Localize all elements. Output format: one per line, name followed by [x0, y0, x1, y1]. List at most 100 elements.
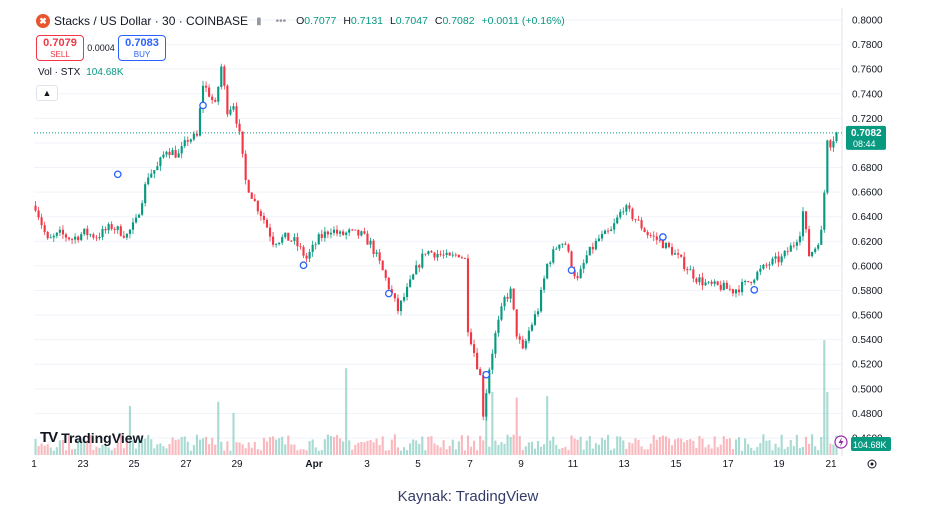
price-tick-label: 0.5600 [852, 311, 883, 322]
volume-bar [795, 434, 798, 455]
candle-body [80, 234, 83, 241]
candle-body [457, 254, 460, 258]
candle-body [521, 339, 524, 349]
time-tick-label: 15 [670, 459, 682, 470]
volume-legend-value: 104.68K [86, 67, 124, 78]
volume-bar [418, 443, 421, 455]
volume-bar [329, 435, 332, 455]
candle-body [247, 180, 250, 193]
symbol-title[interactable]: Stacks / US Dollar · 30 · COINBASE [54, 14, 249, 28]
volume-bar [546, 396, 549, 455]
event-marker-icon [299, 261, 308, 270]
volume-bar [728, 438, 731, 455]
candle-body [701, 277, 704, 286]
low-value: 0.7047 [395, 15, 428, 27]
candle-body [189, 139, 192, 142]
volume-bar [339, 438, 342, 455]
candle-body [643, 228, 646, 233]
volume-bar [64, 450, 68, 455]
volume-bar [463, 450, 466, 455]
time-tick-label: 5 [415, 459, 421, 470]
candle-body [488, 369, 491, 394]
candle-body [619, 211, 622, 218]
volume-bar [412, 439, 415, 455]
event-marker-icon [482, 370, 491, 379]
volume-bar [67, 435, 71, 455]
candle-body [448, 252, 451, 256]
candle-body [549, 262, 552, 264]
volume-bar [98, 448, 101, 455]
candle-body [372, 240, 375, 254]
time-tick-label: 9 [518, 459, 524, 470]
candle-body [342, 231, 345, 235]
candle-body [214, 99, 217, 102]
candle-body [174, 150, 177, 158]
volume-bar [89, 435, 92, 455]
volume-bar [424, 450, 427, 455]
candle-body [500, 306, 503, 320]
candle-body [293, 237, 296, 241]
candle-body [829, 140, 832, 148]
sell-button[interactable]: 0.7079 SELL [36, 35, 84, 61]
high-value: 0.7131 [350, 15, 384, 27]
volume-bar [762, 434, 765, 455]
volume-bar [430, 436, 433, 455]
more-dots-icon[interactable]: ••• [275, 15, 287, 27]
price-axis[interactable]: 0.80000.78000.76000.74000.72000.70000.68… [852, 16, 883, 445]
volume-bar [141, 439, 144, 455]
volume-bar [396, 447, 399, 455]
candle-body [515, 309, 518, 337]
volume-bar [409, 443, 412, 455]
candle-body [482, 375, 485, 417]
candle-body [119, 226, 122, 236]
candle-body [156, 166, 159, 171]
volume-bar [646, 449, 649, 455]
settings-icon[interactable] [867, 459, 877, 469]
volume-bar [95, 446, 98, 455]
volume-bar [476, 450, 479, 455]
buy-button[interactable]: 0.7083 BUY [118, 35, 166, 61]
volume-bar [229, 450, 232, 455]
candle-body [281, 237, 284, 243]
candle-body [360, 231, 363, 236]
candle-body [503, 296, 506, 307]
candle-body [564, 243, 567, 245]
time-axis[interactable]: 1 23 25 27 29 Apr 3 5 7 9 11 13 15 17 19 21 [31, 459, 837, 470]
time-tick-label: 7 [467, 459, 473, 470]
time-tick-label: 27 [180, 459, 192, 470]
volume-bar [454, 449, 457, 455]
volume-bar [716, 447, 719, 455]
volume-legend[interactable]: Vol · STX 104.68K [38, 67, 124, 78]
candle-body [722, 282, 725, 290]
candle-body [719, 284, 722, 290]
collapse-legend-button[interactable]: ▲ [36, 85, 58, 101]
time-tick-label: 19 [773, 459, 785, 470]
candle-body [811, 251, 814, 257]
chart-panel[interactable]: 0.80000.78000.76000.74000.72000.70000.68… [0, 0, 936, 480]
candle-body [317, 234, 320, 245]
volume-bar [585, 440, 588, 455]
logo-text: TradingView [61, 429, 144, 446]
candle-body [603, 230, 607, 234]
volume-bar [186, 441, 189, 455]
volume-bar [131, 440, 135, 455]
volume-bar [147, 435, 150, 455]
candle-body [768, 264, 771, 266]
candle-body [466, 258, 470, 333]
volume-bar [34, 439, 37, 455]
volume-bar [798, 448, 801, 455]
symbol-legend[interactable]: ✖ Stacks / US Dollar · 30 · COINBASE ▮ •… [36, 14, 569, 28]
lightning-icon[interactable] [834, 435, 848, 449]
candle-body [783, 250, 786, 257]
candle-body [817, 244, 820, 249]
candle-body [756, 271, 759, 280]
candle-body [378, 252, 381, 261]
candle-body [430, 251, 433, 253]
time-tick-label: 29 [231, 459, 243, 470]
volume-bar [436, 445, 439, 455]
last-price-tag: 0.7082 08:44 [846, 125, 886, 150]
price-chart[interactable]: 0.80000.78000.76000.74000.72000.70000.68… [0, 0, 936, 480]
flag-icon[interactable]: ▮ [256, 15, 262, 27]
candle-body [570, 251, 573, 270]
volume-bar [637, 439, 640, 455]
